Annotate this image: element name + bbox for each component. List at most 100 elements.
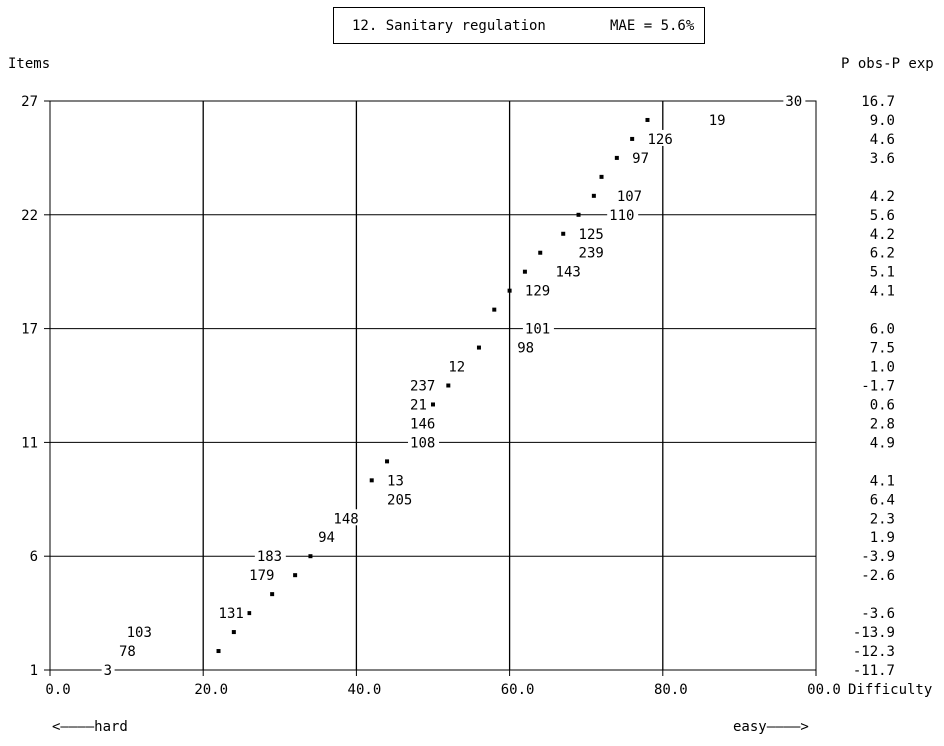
item-label-bg (385, 490, 417, 507)
item-label-bg (316, 528, 339, 545)
residual-value: 5.6 (870, 208, 895, 224)
data-point (247, 611, 252, 616)
y-tick-label: 1 (30, 663, 38, 679)
item-label-bg (607, 205, 639, 222)
residual-value: -3.6 (861, 606, 895, 622)
data-point (645, 117, 650, 122)
data-point (231, 630, 236, 635)
data-point (385, 459, 390, 464)
item-label: 3 (104, 663, 112, 679)
x-tick-label: 60.0 (501, 682, 535, 698)
y-tick-label: 17 (21, 322, 38, 338)
chart-title-box: 12. Sanitary regulation MAE = 5.6% (333, 7, 705, 44)
item-label: 98 (517, 341, 534, 357)
item-label: 125 (579, 227, 604, 243)
data-point (446, 383, 451, 388)
item-label: 143 (556, 265, 581, 281)
item-label-bg (101, 661, 115, 677)
item-label-bg (254, 547, 286, 564)
residual-value: 6.2 (870, 246, 895, 262)
y-tick-label: 22 (21, 208, 38, 224)
item-label: 146 (410, 416, 435, 432)
residual-value: -2.6 (861, 568, 895, 584)
y-tick-label: 6 (30, 549, 38, 565)
residual-value: 1.9 (870, 530, 895, 546)
data-point (270, 592, 275, 597)
item-label: 239 (579, 246, 604, 262)
residual-value: 7.5 (870, 341, 895, 357)
data-point (591, 193, 596, 198)
x-axis-label: Difficulty (848, 682, 933, 698)
item-label-bg (522, 281, 554, 298)
item-label: 129 (525, 284, 550, 300)
data-point (576, 212, 581, 217)
hard-direction-label: <————hard (52, 719, 128, 735)
item-label-bg (124, 623, 156, 640)
item-label: 179 (249, 568, 274, 584)
item-label: 108 (410, 435, 435, 451)
residual-value: 6.4 (870, 492, 895, 508)
data-point (630, 136, 635, 141)
residual-value: 2.3 (870, 511, 895, 527)
residual-value: -13.9 (853, 625, 895, 641)
item-label-bg (408, 376, 440, 393)
data-point (431, 402, 435, 407)
item-label: 148 (333, 511, 358, 527)
item-label-bg (446, 357, 469, 374)
chart-title: 12. Sanitary regulation (352, 18, 546, 34)
residual-value: 4.2 (870, 227, 895, 243)
data-point (369, 478, 374, 483)
residual-value: 0.6 (870, 397, 895, 413)
item-label: 97 (632, 151, 649, 167)
data-point (216, 649, 221, 654)
item-label: 107 (617, 189, 642, 205)
residual-value: -12.3 (853, 644, 895, 660)
y-tick-label: 11 (21, 435, 38, 451)
mae-label: MAE = 5.6% (610, 18, 695, 34)
x-tick-label: 00.0 (807, 682, 841, 698)
residual-value: 4.6 (870, 132, 895, 148)
item-label-bg (408, 433, 440, 450)
item-label-bg (522, 319, 554, 336)
residual-value: 4.1 (870, 473, 895, 489)
item-label-bg (408, 395, 431, 412)
residual-value: 9.0 (870, 113, 895, 129)
item-label: 30 (785, 94, 802, 110)
item-label-bg (216, 604, 248, 621)
item-label: 103 (127, 625, 152, 641)
item-label-bg (576, 224, 608, 241)
data-point (308, 554, 313, 559)
data-point (507, 288, 512, 293)
item-label: 13 (387, 473, 404, 489)
x-tick-label: 20.0 (194, 682, 228, 698)
item-label: 110 (609, 208, 634, 224)
data-point (476, 345, 481, 350)
easy-direction-label: easy————> (733, 719, 809, 735)
data-point (561, 231, 566, 236)
residual-value: 16.7 (861, 94, 895, 110)
item-label: 12 (448, 360, 465, 376)
right-axis-label: P obs-P exp (841, 56, 934, 72)
residual-value: 4.1 (870, 284, 895, 300)
item-label: 94 (318, 530, 335, 546)
y-axis-label: Items (8, 56, 51, 72)
item-label-bg (630, 148, 653, 165)
item-label-bg (331, 509, 363, 526)
item-label-bg (576, 243, 608, 260)
item-label-bg (783, 92, 806, 108)
residual-value: 3.6 (870, 151, 895, 167)
item-label-bg (385, 471, 408, 488)
residual-value: -1.7 (861, 379, 895, 395)
item-label: 237 (410, 379, 435, 395)
residual-value: 4.2 (870, 189, 895, 205)
x-tick-label: 0.0 (45, 682, 70, 698)
data-point (614, 155, 619, 160)
residual-value: 2.8 (870, 416, 895, 432)
item-label-bg (116, 642, 139, 659)
data-point (293, 573, 298, 578)
item-label: 205 (387, 492, 412, 508)
residual-value: 6.0 (870, 322, 895, 338)
item-label: 183 (257, 549, 282, 565)
data-point (522, 269, 527, 274)
